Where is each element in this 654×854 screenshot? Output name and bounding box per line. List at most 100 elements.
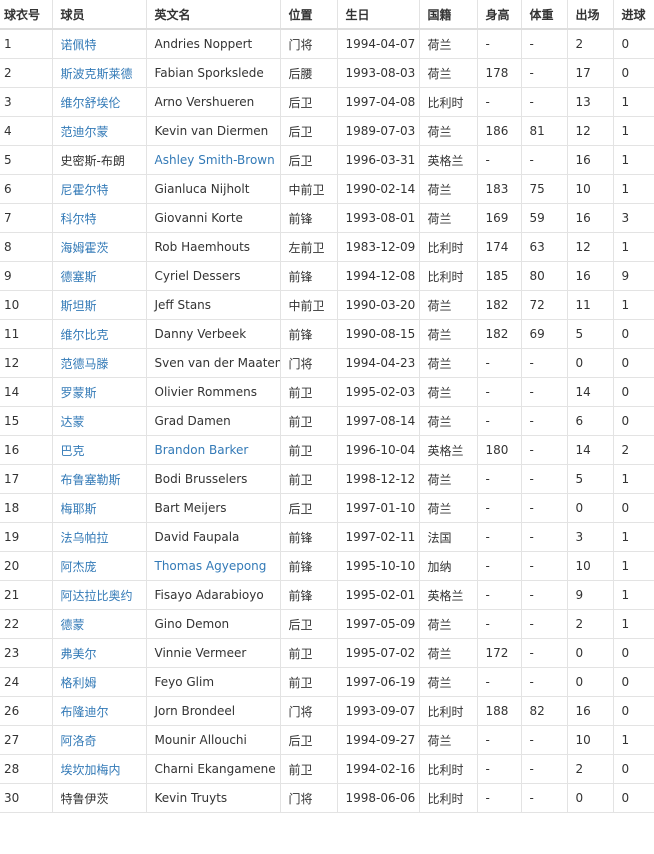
cell-link[interactable]: 弗美尔 <box>60 646 97 661</box>
table-cell: Kevin Truyts <box>145 783 281 813</box>
player-table: 球衣号 球员 英文名 位置 生日 国籍 身高 体重 出场 进球 1 诺佩特 Andries Noppe… <box>0 0 654 813</box>
table-cell: Fisayo Adarabioyo <box>145 580 281 610</box>
table-cell: 30 <box>0 783 53 813</box>
table-cell: 荷兰 <box>418 203 478 233</box>
table-cell: 19 <box>0 522 53 552</box>
table-row: 12 范德马滕 Sven van der Maaten 门将 1994-04-23 荷兰 -… <box>0 348 654 378</box>
cell-link[interactable]: Brandon Barker <box>154 443 249 457</box>
cell-link[interactable]: 格利姆 <box>60 675 97 690</box>
table-cell: 荷兰 <box>418 638 478 668</box>
table-cell: 达蒙 <box>51 406 147 436</box>
table-cell: 1 <box>612 145 654 175</box>
table-cell: 门将 <box>279 28 338 59</box>
cell-link[interactable]: 范德马滕 <box>60 356 109 371</box>
table-cell: 前锋 <box>279 203 338 233</box>
table-cell: 前锋 <box>279 261 338 291</box>
table-cell: Bart Meijers <box>145 493 281 523</box>
table-cell: 9 <box>566 580 614 610</box>
table-row: 1 诺佩特 Andries Noppert 门将 1994-04-07 荷兰 - -2 0 <box>0 28 654 59</box>
cell-link[interactable]: 尼霍尔特 <box>60 182 109 197</box>
table-cell: 0 <box>612 406 654 436</box>
cell-link[interactable]: 德蒙 <box>60 617 85 632</box>
table-row: 20 阿杰庞 Thomas Agyepong 前锋 1995-10-10 加纳 - -10 1 <box>0 551 654 581</box>
table-cell: 比利时 <box>418 261 478 291</box>
table-cell: Giovanni Korte <box>145 203 281 233</box>
table-cell: 布鲁塞勒斯 <box>51 464 147 494</box>
table-cell: 荷兰 <box>418 493 478 523</box>
table-cell: Cyriel Dessers <box>145 261 281 291</box>
table-cell: 5 <box>566 319 614 349</box>
cell-link[interactable]: 维尔比克 <box>60 327 109 342</box>
table-cell: 12 <box>566 116 614 146</box>
table-cell: Feyo Glim <box>145 667 281 697</box>
table-cell: - <box>476 493 522 523</box>
table-cell: 比利时 <box>418 232 478 262</box>
table-cell: 维尔舒埃伦 <box>51 87 147 117</box>
table-cell: 英格兰 <box>418 580 478 610</box>
table-cell: 后卫 <box>279 609 338 639</box>
table-cell: 英格兰 <box>418 435 478 465</box>
table-cell: Kevin van Diermen <box>145 116 281 146</box>
table-cell: 前锋 <box>279 319 338 349</box>
table-cell: 1 <box>612 290 654 320</box>
table-cell: 1994-12-08 <box>336 261 420 291</box>
table-cell: 荷兰 <box>418 377 478 407</box>
table-cell: 7 <box>0 203 53 233</box>
table-cell: 荷兰 <box>418 348 478 378</box>
table-cell: 1 <box>612 725 654 755</box>
table-cell: 尼霍尔特 <box>51 174 147 204</box>
cell-link[interactable]: 埃坎加梅内 <box>60 762 121 777</box>
table-cell: 1 <box>0 28 53 59</box>
table-cell: 183 <box>476 174 522 204</box>
table-cell: - <box>476 464 522 494</box>
table-cell: 1996-10-04 <box>336 435 420 465</box>
table-cell: 16 <box>566 696 614 726</box>
cell-link[interactable]: 范迪尔蒙 <box>60 124 109 139</box>
table-cell: 1 <box>612 87 654 117</box>
table-cell: 1983-12-09 <box>336 232 420 262</box>
cell-link[interactable]: 德塞斯 <box>60 269 97 284</box>
cell-link[interactable]: 科尔特 <box>60 211 97 226</box>
table-cell: - <box>476 609 522 639</box>
table-cell: 188 <box>476 696 522 726</box>
table-cell: 后卫 <box>279 493 338 523</box>
table-cell: 荷兰 <box>418 28 478 59</box>
table-cell: 21 <box>0 580 53 610</box>
table-row: 27 阿洛奇 Mounir Allouchi 后卫 1994-09-27 荷兰 - -10 1 <box>0 725 654 755</box>
table-cell: 特鲁伊茨 <box>51 783 147 813</box>
cell-link[interactable]: 阿洛奇 <box>60 733 97 748</box>
cell-link[interactable]: 斯波克斯莱德 <box>60 66 133 81</box>
cell-link[interactable]: 海姆霍茨 <box>60 240 109 255</box>
column-header: 位置 <box>279 0 338 30</box>
cell-link[interactable]: Thomas Agyepong <box>154 559 267 573</box>
cell-link[interactable]: 罗蒙斯 <box>60 385 97 400</box>
table-cell: 1998-12-12 <box>336 464 420 494</box>
table-cell: 0 <box>566 783 614 813</box>
table-cell: 0 <box>566 493 614 523</box>
cell-link[interactable]: Ashley Smith-Brown <box>154 153 275 167</box>
table-row: 19 法乌帕拉 David Faupala 前锋 1997-02-11 法国 - -3 1 <box>0 522 654 552</box>
cell-link[interactable]: 维尔舒埃伦 <box>60 95 121 110</box>
table-cell: 9 <box>612 261 654 291</box>
table-cell: - <box>520 754 568 784</box>
table-cell: 16 <box>566 145 614 175</box>
cell-link[interactable]: 梅耶斯 <box>60 501 97 516</box>
table-row: 21 阿达拉比奥约 Fisayo Adarabioyo 前锋 1995-02-01 英格兰… <box>0 580 654 610</box>
cell-link[interactable]: 诺佩特 <box>60 37 97 52</box>
cell-link[interactable]: 布鲁塞勒斯 <box>60 472 121 487</box>
table-cell: 17 <box>0 464 53 494</box>
cell-link[interactable]: 阿达拉比奥约 <box>60 588 133 603</box>
table-cell: 荷兰 <box>418 464 478 494</box>
table-row: 26 布隆迪尔 Jorn Brondeel 门将 1993-09-07 比利时 188 82 1… <box>0 696 654 726</box>
table-cell: - <box>520 609 568 639</box>
table-cell: 前锋 <box>279 522 338 552</box>
cell-link[interactable]: 巴克 <box>60 443 85 458</box>
table-row: 15 达蒙 Grad Damen 前卫 1997-08-14 荷兰 - -6 0 <box>0 406 654 436</box>
cell-link[interactable]: 布隆迪尔 <box>60 704 109 719</box>
column-header: 身高 <box>476 0 522 30</box>
cell-link[interactable]: 达蒙 <box>60 414 85 429</box>
cell-link[interactable]: 阿杰庞 <box>60 559 97 574</box>
cell-link[interactable]: 法乌帕拉 <box>60 530 109 545</box>
cell-link[interactable]: 斯坦斯 <box>60 298 97 313</box>
table-cell: 比利时 <box>418 754 478 784</box>
